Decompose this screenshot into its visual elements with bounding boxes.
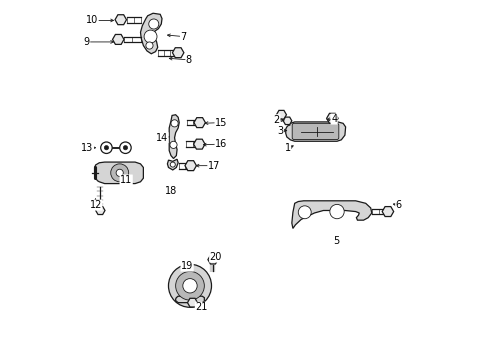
Circle shape (116, 169, 123, 176)
Text: 1: 1 (284, 143, 290, 153)
Text: 5: 5 (332, 236, 338, 246)
Polygon shape (94, 162, 143, 184)
Text: 16: 16 (215, 139, 227, 149)
Circle shape (171, 120, 178, 127)
Text: 14: 14 (156, 133, 168, 143)
Circle shape (110, 164, 128, 182)
Circle shape (175, 271, 204, 300)
Text: 11: 11 (120, 175, 132, 185)
Polygon shape (169, 115, 179, 158)
Polygon shape (115, 15, 126, 25)
Circle shape (120, 142, 131, 153)
Text: 13: 13 (81, 143, 93, 153)
Text: 4: 4 (330, 114, 337, 124)
Circle shape (101, 142, 112, 153)
Text: 18: 18 (164, 186, 177, 196)
Polygon shape (207, 255, 218, 264)
Polygon shape (285, 122, 345, 141)
Text: 19: 19 (181, 261, 193, 271)
Polygon shape (112, 35, 124, 44)
Circle shape (329, 204, 344, 219)
Circle shape (183, 279, 197, 293)
Polygon shape (167, 159, 178, 170)
Polygon shape (382, 207, 393, 216)
Text: 12: 12 (89, 200, 102, 210)
Circle shape (148, 19, 159, 29)
Polygon shape (184, 161, 196, 171)
Polygon shape (96, 206, 105, 215)
Polygon shape (193, 139, 204, 149)
Polygon shape (187, 298, 197, 307)
Text: 3: 3 (277, 126, 283, 135)
FancyBboxPatch shape (292, 123, 338, 139)
Text: 21: 21 (195, 302, 207, 312)
Text: 6: 6 (395, 200, 401, 210)
Circle shape (123, 145, 127, 150)
Text: 17: 17 (207, 161, 220, 171)
Text: 7: 7 (180, 32, 186, 41)
Circle shape (170, 162, 175, 167)
Polygon shape (172, 48, 183, 58)
Polygon shape (326, 113, 337, 123)
Text: 9: 9 (83, 37, 90, 47)
Text: 20: 20 (209, 252, 222, 262)
Circle shape (168, 264, 211, 307)
Polygon shape (194, 118, 205, 127)
Circle shape (298, 206, 310, 219)
Circle shape (145, 42, 153, 49)
Polygon shape (140, 13, 162, 54)
Text: 8: 8 (185, 55, 192, 65)
Circle shape (169, 141, 177, 148)
Polygon shape (291, 201, 371, 228)
Polygon shape (283, 117, 291, 125)
Text: 15: 15 (215, 118, 227, 128)
Text: 10: 10 (86, 15, 98, 26)
Circle shape (144, 30, 157, 43)
Circle shape (104, 145, 108, 150)
Polygon shape (276, 111, 286, 119)
Text: 2: 2 (273, 115, 279, 125)
Polygon shape (175, 296, 204, 303)
